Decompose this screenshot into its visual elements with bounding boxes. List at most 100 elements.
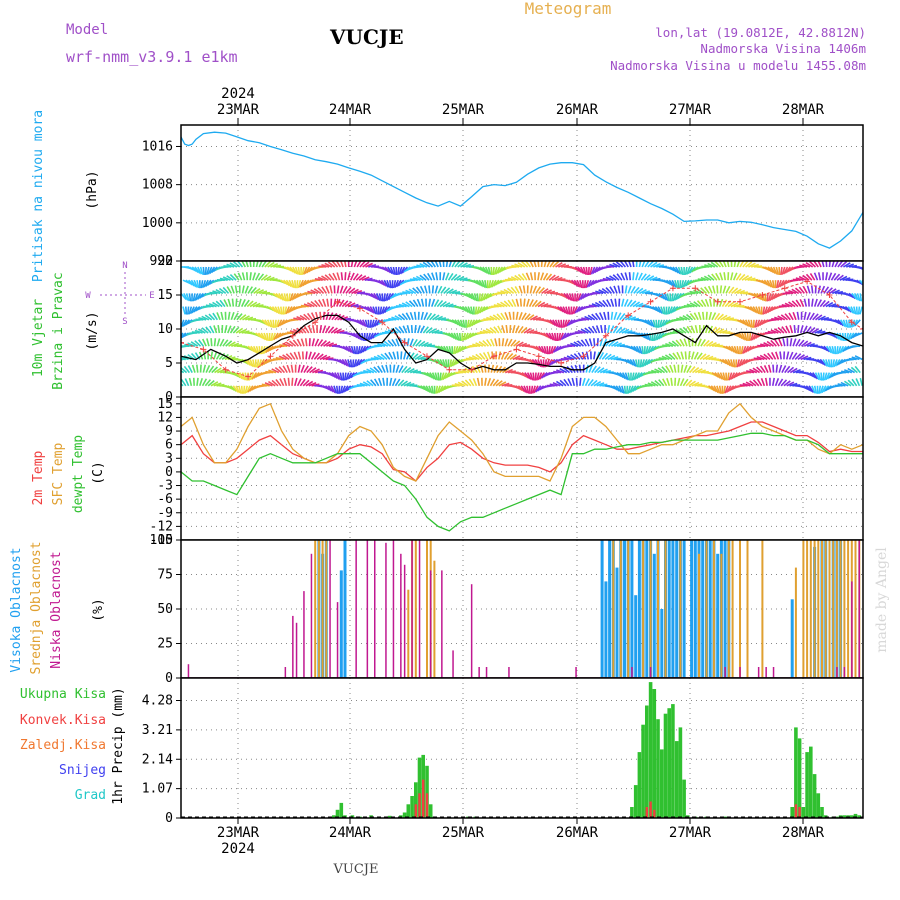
bar-ukupna-kisa [402, 812, 407, 818]
bar-konvek-kisa [425, 793, 429, 818]
bar-srednja-oblacnost [642, 540, 645, 678]
bar-visoka-oblacnost [790, 599, 794, 678]
bar-niska-oblacnost [310, 553, 313, 678]
bar-niska-oblacnost [329, 540, 331, 678]
ytick-label: 5 [165, 356, 173, 371]
model-name: wrf-nmm_v3.9.1 e1km [66, 48, 238, 66]
bar-visoka-oblacnost [690, 540, 694, 678]
top-day-label: 27MAR [669, 102, 712, 118]
bar-niska-oblacnost [400, 553, 402, 678]
bar-niska-oblacnost [403, 564, 406, 678]
gust-marker [312, 319, 319, 326]
bar-ukupna-kisa [630, 807, 634, 818]
cloud-unit: (%) [91, 598, 106, 621]
bar-srednja-oblacnost [813, 540, 816, 678]
bar-ukupna-kisa [633, 785, 638, 818]
bar-ukupna-kisa [663, 713, 668, 818]
top-day-label: 26MAR [556, 102, 599, 118]
gust-marker [181, 339, 184, 346]
bar-srednja-oblacnost [727, 540, 730, 678]
bar-ukupna-kisa [339, 802, 344, 818]
bar-srednja-oblacnost [712, 540, 715, 678]
bar-niska-oblacnost [303, 591, 305, 678]
bar-srednja-oblacnost [679, 540, 682, 678]
temp-label-dewpt: dewpt Temp [71, 435, 86, 513]
bar-visoka-oblacnost [723, 540, 727, 678]
series-line-2m-temp [181, 421, 863, 482]
bar-ukupna-kisa [820, 807, 824, 818]
bar-ukupna-kisa [812, 774, 817, 818]
bar-visoka-oblacnost [671, 540, 675, 678]
ytick-label: 12 [157, 410, 173, 425]
bar-niska-oblacnost [851, 581, 853, 678]
bar-ukupna-kisa [797, 738, 802, 818]
bar-visoka-oblacnost [339, 570, 343, 678]
bottom-day-label: 25MAR [442, 825, 485, 841]
bar-ukupna-kisa [660, 749, 664, 818]
top-day-label: 28MAR [782, 102, 825, 118]
bar-ukupna-kisa [648, 682, 653, 818]
ytick-label: -6 [157, 492, 173, 507]
bar-ukupna-kisa [406, 804, 411, 818]
model-elevation-text: Nadmorska Visina u modelu 1455.08m [610, 58, 866, 73]
ytick-label: 1016 [142, 139, 173, 154]
ytick-label: -9 [157, 506, 173, 521]
gust-marker [558, 360, 565, 366]
bar-srednja-oblacnost [802, 540, 805, 678]
ytick-label: 0 [165, 671, 173, 686]
bar-srednja-oblacnost [821, 540, 823, 678]
wind-label-2: Brzina i Pravac [51, 272, 66, 389]
bar-visoka-oblacnost [708, 540, 712, 678]
bar-ukupna-kisa [853, 813, 858, 818]
panel-wind: 0 5 10 15 20 [157, 254, 864, 405]
bottom-day-label: 26MAR [556, 825, 599, 841]
bar-ukupna-kisa [850, 815, 854, 818]
compass-rose: N E S W [85, 261, 154, 327]
compass-n: N [122, 261, 127, 271]
bar-niska-oblacnost [452, 650, 454, 678]
bar-ukupna-kisa [857, 815, 862, 818]
bar-ukupna-kisa [794, 727, 798, 818]
bar-visoka-oblacnost [693, 540, 697, 678]
ytick-label: 50 [157, 602, 173, 617]
bar-ukupna-kisa [417, 757, 422, 818]
year-bottom: 2024 [221, 841, 255, 857]
footer-station: VUCJE [333, 862, 379, 877]
panel-pressure: 992 1000 1008 1016 [142, 124, 864, 269]
gust-marker [580, 353, 587, 360]
bar-ukupna-kisa [414, 782, 418, 818]
panel-precip: 0 1.07 2.14 3.21 4.28 [142, 677, 864, 826]
ytick-label: 25 [157, 637, 173, 652]
bar-srednja-oblacnost [761, 540, 764, 678]
bar-niska-oblacnost [429, 570, 432, 678]
ytick-label: -12 [150, 519, 173, 534]
legend-snow: Snijeg [59, 763, 106, 778]
bar-ukupna-kisa [805, 752, 809, 818]
bar-srednja-oblacnost [824, 540, 827, 678]
legend-hail: Grad [75, 788, 106, 803]
bar-konvek-kisa [794, 804, 798, 818]
ytick-label: 3 [165, 451, 173, 466]
bar-srednja-oblacnost [325, 540, 328, 678]
legend-total-rain: Ukupna Kisa [20, 687, 106, 702]
gust-marker [781, 285, 788, 292]
bar-niska-oblacnost [858, 540, 860, 678]
bar-niska-oblacnost [385, 542, 387, 678]
compass-w: W [85, 291, 91, 301]
bar-konvek-kisa [653, 809, 656, 818]
bar-srednja-oblacnost [649, 540, 652, 678]
bar-srednja-oblacnost [832, 540, 835, 678]
bar-ukupna-kisa [641, 724, 645, 818]
bar-ukupna-kisa [790, 807, 794, 818]
bar-srednja-oblacnost [720, 553, 723, 678]
bar-ukupna-kisa [332, 815, 336, 818]
bar-srednja-oblacnost [806, 540, 809, 678]
bar-ukupna-kisa [678, 727, 683, 818]
gust-marker [535, 353, 542, 360]
bar-visoka-oblacnost [630, 540, 634, 678]
bar-ukupna-kisa [842, 815, 847, 818]
ytick-label: 6 [165, 438, 173, 453]
bar-visoka-oblacnost [675, 540, 679, 678]
compass-e: E [149, 291, 154, 301]
bar-ukupna-kisa [809, 746, 813, 818]
